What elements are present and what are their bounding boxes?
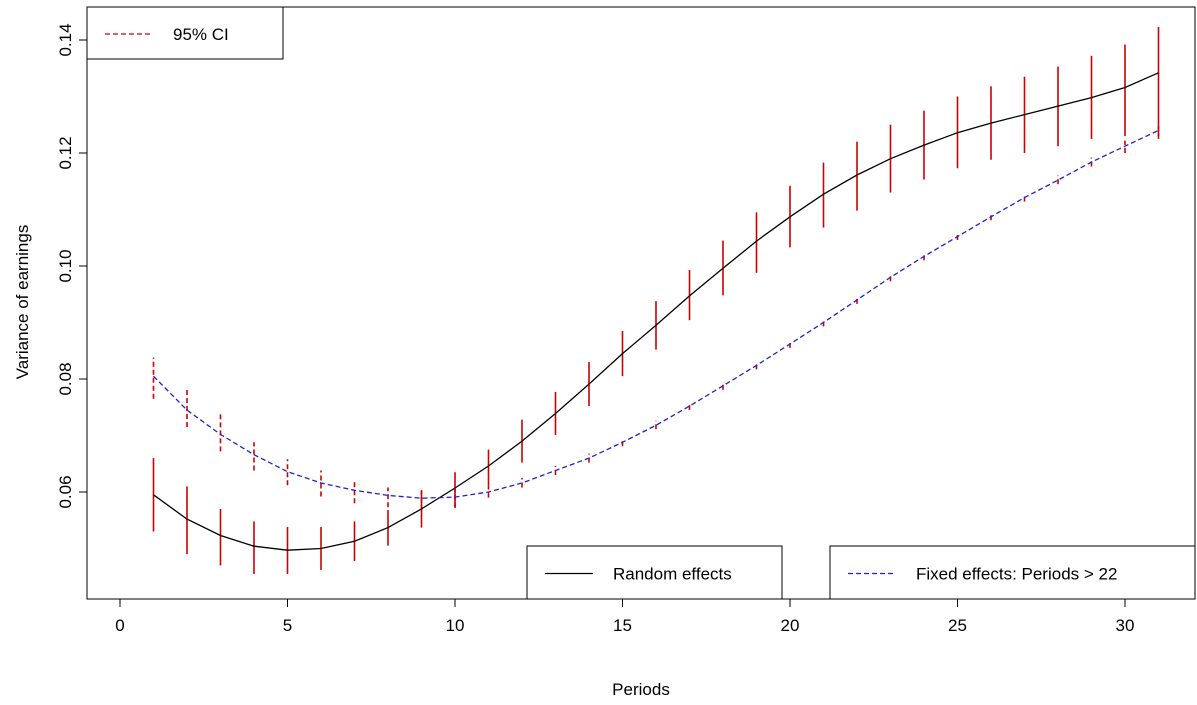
- axes: 0 5 10 15 20 25 30 0.06 0.08 0.10 0.12 0.14: [56, 23, 1134, 635]
- ci-bars: [152, 27, 1160, 574]
- legend-random-effects-box: [526, 545, 783, 600]
- x-tick-label: 10: [446, 616, 465, 635]
- series-line-random-effects: [153, 72, 1159, 551]
- legend-ci-label: 95% CI: [173, 25, 229, 44]
- legend-fixed-effects-label: Fixed effects: Periods > 22: [916, 565, 1117, 584]
- legend-ci: 95% CI: [86, 6, 284, 60]
- x-tick-label: 25: [948, 616, 967, 635]
- x-tick-label: 20: [781, 616, 800, 635]
- plot-area-frame: [86, 6, 1196, 600]
- legend-random-effects: Random effects: [526, 545, 783, 600]
- y-tick-label: 0.10: [56, 249, 75, 282]
- legend-random-effects-label: Random effects: [613, 565, 732, 584]
- x-tick-label: 30: [1116, 616, 1135, 635]
- y-tick-label: 0.08: [56, 362, 75, 395]
- legend-ci-box: [86, 6, 284, 60]
- legend-fixed-effects-box: [829, 545, 1196, 600]
- y-tick-label: 0.06: [56, 475, 75, 508]
- legend-fixed-effects: Fixed effects: Periods > 22: [829, 545, 1196, 600]
- y-tick-label: 0.12: [56, 136, 75, 169]
- x-tick-label: 15: [613, 616, 632, 635]
- x-tick-label: 0: [115, 616, 124, 635]
- x-tick-label: 5: [283, 616, 292, 635]
- x-axis-label: Periods: [612, 680, 670, 699]
- series-lines: [153, 72, 1159, 551]
- series-line-fixed-effects: [153, 129, 1159, 499]
- y-axis-label: Variance of earnings: [13, 225, 32, 380]
- y-tick-label: 0.14: [56, 23, 75, 56]
- legends: 95% CI Random effects Fixed effects: Perio…: [86, 6, 1196, 600]
